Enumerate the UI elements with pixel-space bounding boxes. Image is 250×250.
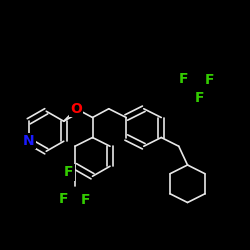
Text: F: F: [195, 90, 205, 104]
Text: F: F: [179, 72, 188, 86]
Text: F: F: [80, 193, 90, 207]
Text: F: F: [205, 73, 215, 87]
Text: N: N: [23, 134, 34, 148]
Text: O: O: [70, 102, 82, 116]
Text: F: F: [64, 166, 74, 179]
Text: F: F: [59, 192, 69, 206]
